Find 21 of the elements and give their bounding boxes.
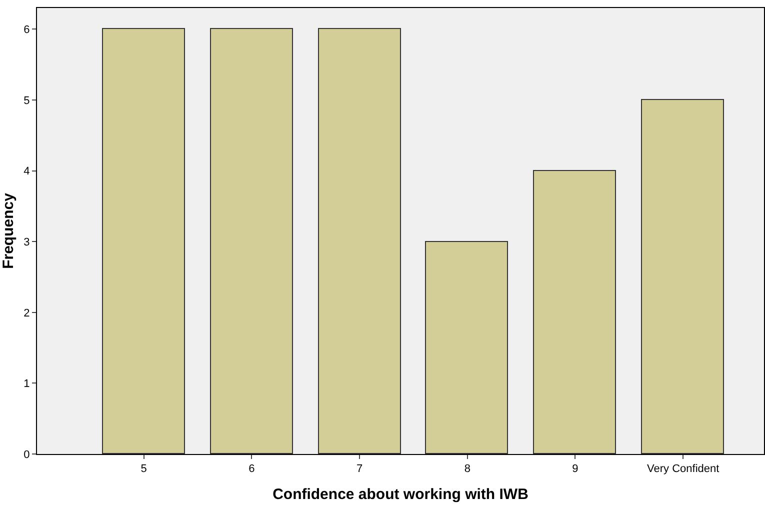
y-tick-label: 6: [24, 24, 30, 36]
x-tick-label: 5: [140, 463, 147, 476]
y-tick-label: 5: [24, 94, 30, 107]
y-tick-label: 2: [24, 307, 30, 320]
bar: [210, 28, 293, 454]
bar: [533, 170, 616, 454]
y-tick-label: 3: [24, 236, 30, 248]
y-tick-label: 1: [24, 378, 30, 390]
x-tick-label: 6: [248, 463, 255, 476]
y-tick-label: 0: [24, 448, 30, 461]
x-tick-label: 9: [572, 463, 578, 476]
bar: [425, 241, 508, 454]
x-tick-label: Very Confident: [647, 463, 720, 476]
bar: [318, 28, 401, 454]
x-axis-title: Confidence about working with IWB: [272, 486, 529, 504]
x-tick-label: 8: [464, 463, 470, 476]
y-tick-label: 4: [24, 166, 30, 178]
bar: [102, 28, 185, 454]
y-axis-title: Frequency: [0, 192, 17, 269]
bar: [641, 99, 724, 454]
x-tick-label: 7: [356, 463, 363, 476]
